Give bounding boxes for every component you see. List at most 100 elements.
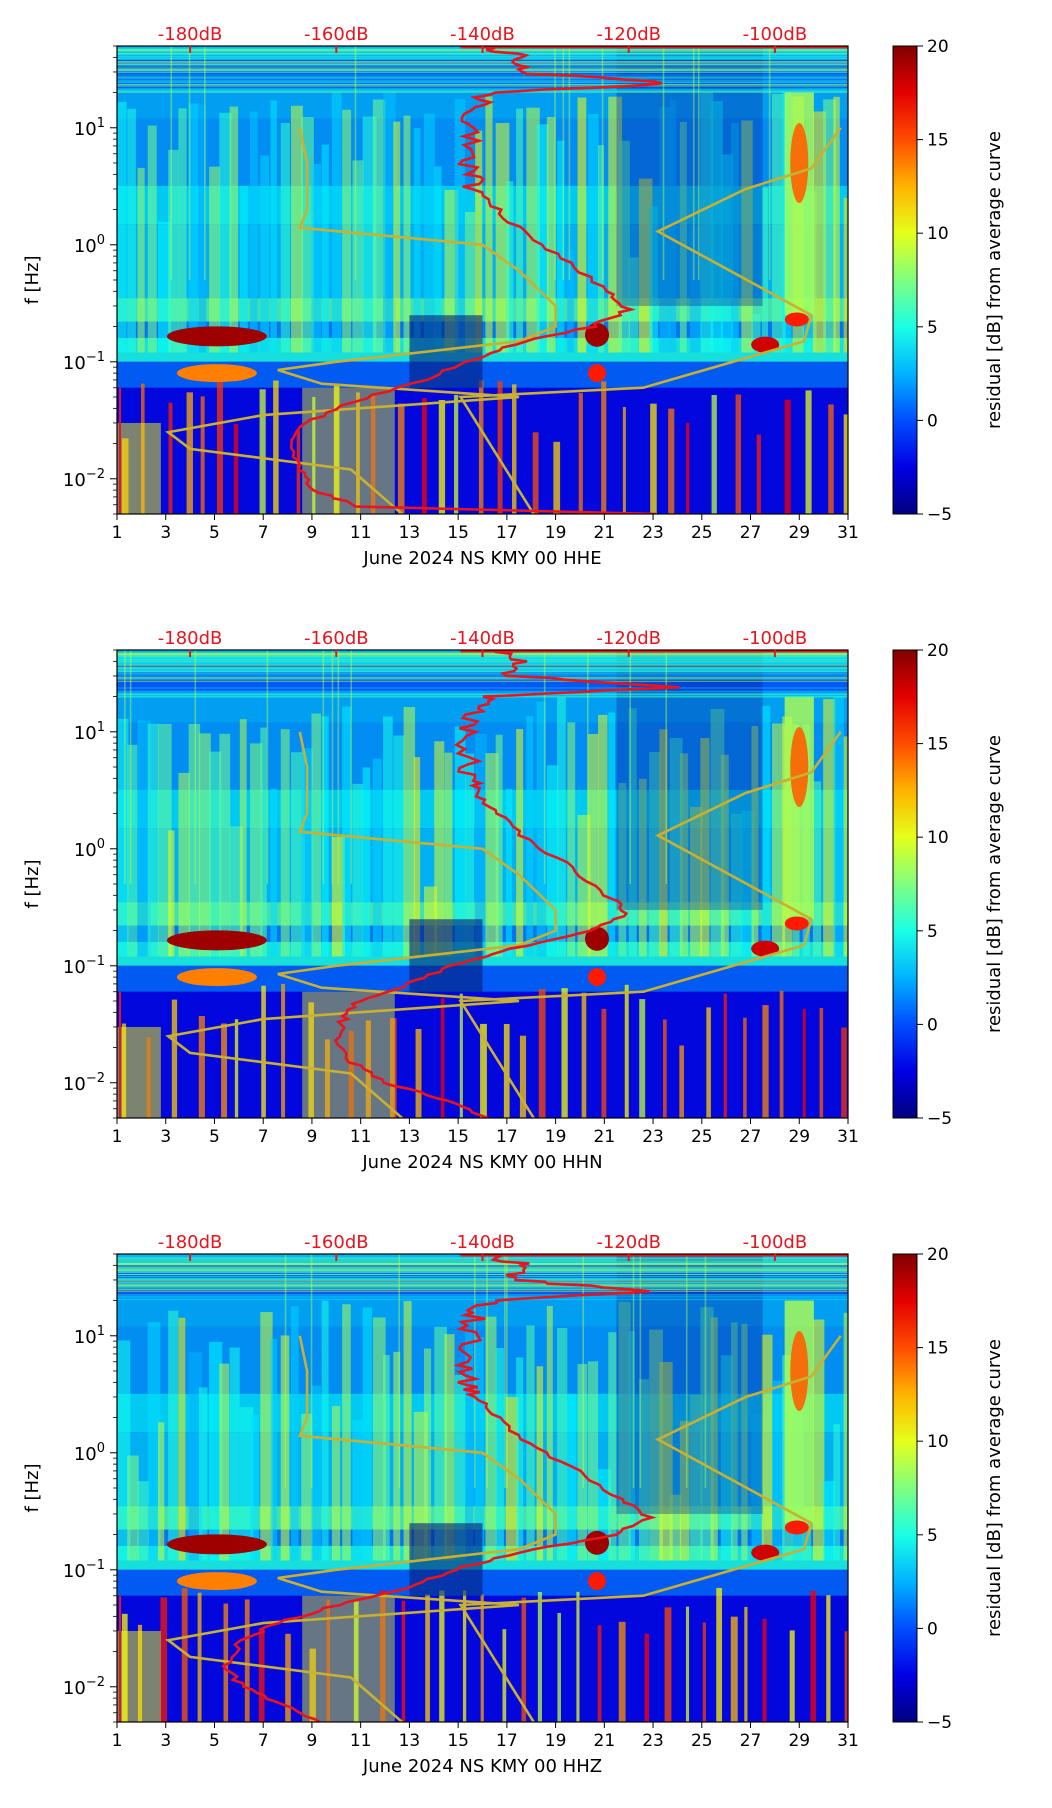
colorbar-label: residual [dB] from average curve (984, 1339, 1005, 1637)
heatmap-spike (743, 1017, 747, 1118)
heatmap-column (731, 814, 743, 957)
y-tick-label: 10−1 (63, 1558, 105, 1582)
heatmap-line (117, 1263, 848, 1266)
heatmap-spike (312, 396, 316, 514)
heatmap-column (229, 1347, 240, 1561)
heatmap-vline (685, 1254, 688, 1488)
heatmap-line (117, 693, 848, 695)
heatmap-spike (716, 1587, 723, 1722)
heatmap-line (117, 1280, 848, 1282)
heatmap-line (117, 90, 848, 92)
heatmap-column (669, 1494, 682, 1561)
heatmap-line (117, 1296, 848, 1298)
heatmap-hotspot (585, 1530, 610, 1555)
heatmap-column (321, 716, 329, 957)
heatmap-line (117, 1267, 848, 1269)
heatmap-column (628, 708, 637, 957)
heatmap-line (117, 659, 848, 661)
heatmap-column (597, 714, 608, 957)
heatmap-column (649, 752, 661, 957)
heatmap-line (117, 667, 848, 670)
x-tick-label: 27 (740, 1127, 762, 1147)
y-tick-label: 101 (74, 116, 105, 140)
x-axis-label: June 2024 NS KMY 00 HHZ (362, 1756, 602, 1777)
heatmap-spike (233, 423, 239, 514)
heatmap-vline (662, 46, 665, 280)
heatmap-vline (354, 46, 357, 280)
colorbar-tick-label: 20 (927, 641, 949, 661)
top-db-label: -160dB (304, 24, 369, 45)
heatmap-column (229, 826, 243, 957)
heatmap-line (117, 1287, 848, 1289)
heatmap-line (117, 68, 848, 71)
heatmap-column (812, 1319, 825, 1561)
heatmap-spike (702, 1622, 706, 1722)
heatmap-spike (160, 1597, 168, 1722)
heatmap-column (567, 722, 576, 957)
heatmap-column (690, 1394, 703, 1561)
heatmap-column (843, 1312, 848, 1561)
heatmap-spike (685, 1606, 690, 1722)
x-tick-label: 11 (350, 1127, 372, 1147)
heatmap-hotspot (790, 1331, 809, 1411)
heatmap-column (505, 1396, 519, 1561)
heatmap-column (239, 719, 247, 957)
heatmap-column (679, 121, 687, 353)
heatmap-column (311, 1385, 322, 1561)
colorbar-label: residual [dB] from average curve (984, 735, 1005, 1033)
heatmap-column (127, 1455, 139, 1561)
x-tick-label: 31 (837, 1127, 859, 1147)
x-tick-label: 19 (545, 1731, 567, 1751)
heatmap-column (403, 115, 411, 353)
heatmap-column (342, 706, 351, 957)
heatmap-line (117, 657, 848, 659)
heatmap-column (700, 1307, 714, 1561)
heatmap-spike (538, 989, 546, 1118)
y-tick-label: 100 (74, 837, 105, 861)
heatmap-column (209, 751, 222, 957)
heatmap-spike (259, 389, 266, 514)
heatmap-column (290, 1306, 299, 1561)
colorbar-tick-label: 15 (927, 735, 949, 755)
heatmap-column (557, 140, 565, 353)
x-tick-label: 15 (447, 1127, 469, 1147)
heatmap-hotspot (585, 322, 610, 347)
heatmap-hotspot (588, 1572, 607, 1591)
heatmap-line (117, 58, 848, 61)
heatmap-spike (664, 1607, 672, 1722)
heatmap-column (393, 1351, 401, 1561)
heatmap-spike (371, 393, 376, 514)
heatmap-column (219, 112, 232, 353)
heatmap-spike (285, 1633, 291, 1722)
heatmap-line (117, 661, 848, 663)
heatmap-line (117, 1284, 848, 1286)
x-axis-label: June 2024 NS KMY 00 HHE (362, 548, 601, 569)
noise-model-curve (458, 1335, 842, 1722)
heatmap-column (209, 166, 221, 353)
heatmap-column (321, 1300, 329, 1561)
heatmap-line (117, 663, 848, 665)
heatmap-column (147, 125, 157, 353)
heatmap-line (117, 53, 848, 55)
heatmap-spike (826, 1595, 831, 1722)
heatmap-column (761, 705, 771, 957)
heatmap-column (454, 726, 466, 957)
top-db-label: -180dB (158, 24, 223, 45)
x-tick-label: 25 (691, 1731, 713, 1751)
noise-model-curve (458, 127, 842, 514)
heatmap-line (117, 80, 848, 82)
heatmap-column (393, 735, 405, 957)
heatmap-spike (662, 1019, 667, 1118)
y-tick-label: 10−1 (63, 350, 105, 374)
top-db-label: -140dB (450, 628, 515, 649)
heatmap-line (117, 85, 848, 87)
heatmap-line (117, 1263, 848, 1265)
x-tick-label: 1 (112, 1731, 123, 1751)
heatmap-line (117, 662, 848, 664)
heatmap-column (731, 1322, 738, 1561)
y-tick-label: 100 (74, 1441, 105, 1465)
heatmap-column (577, 1363, 587, 1561)
heatmap-vline (562, 46, 565, 280)
heatmap-spike (789, 1630, 795, 1722)
